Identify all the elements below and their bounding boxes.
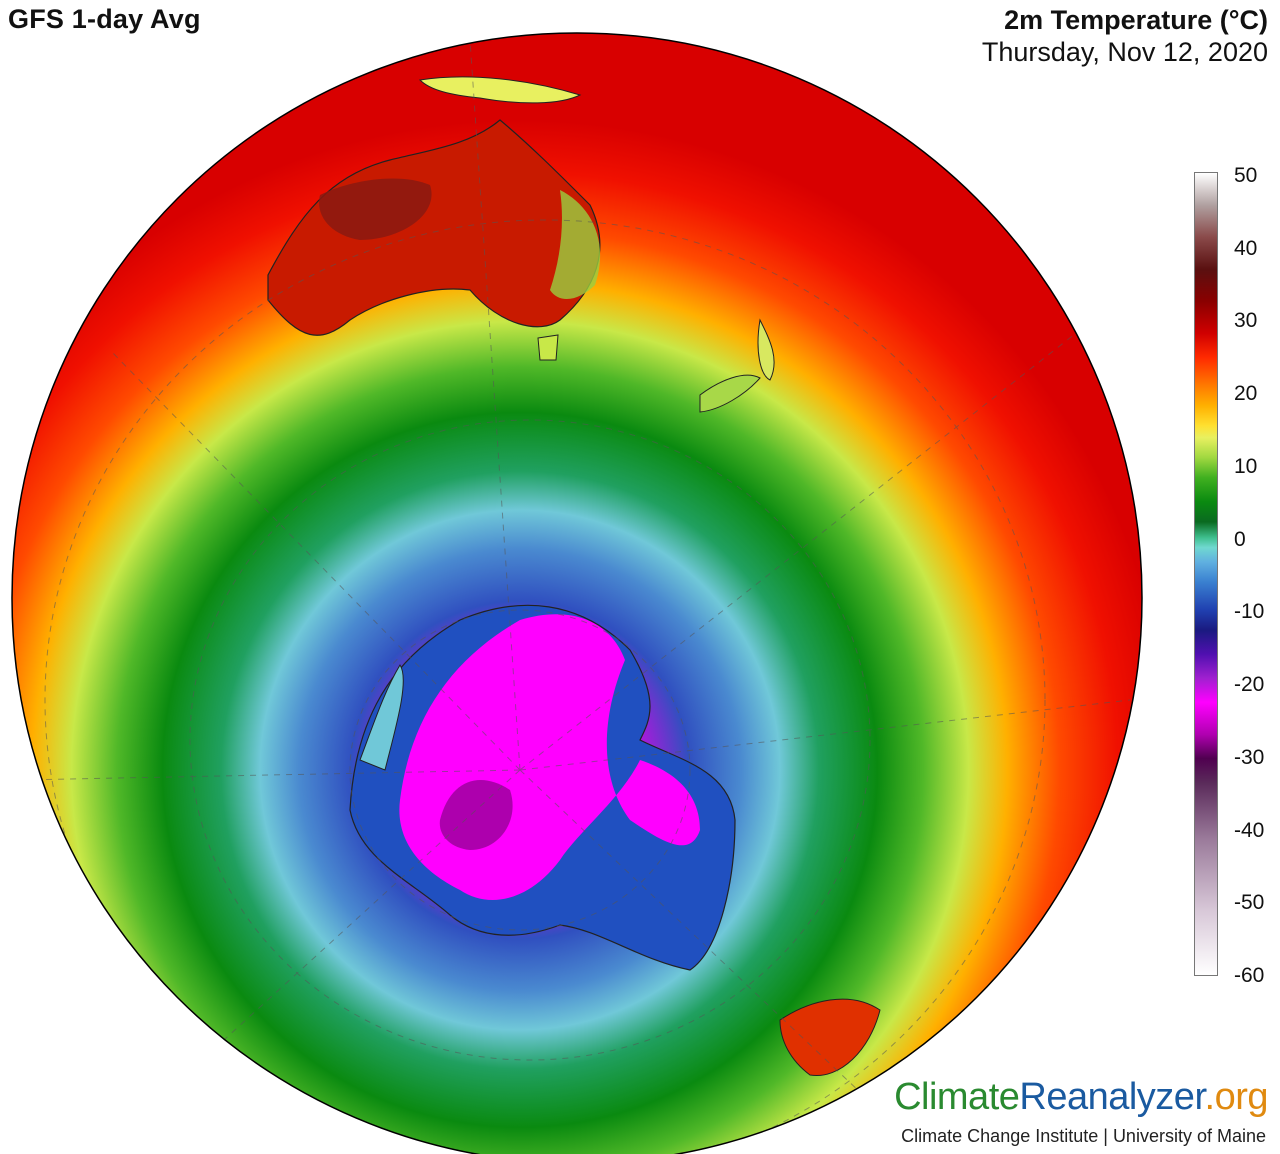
globe-outline xyxy=(11,32,1143,1154)
new-guinea xyxy=(418,76,582,104)
graticule xyxy=(19,39,1131,1154)
antarctic-peninsula xyxy=(359,664,404,771)
date-label: Thursday, Nov 12, 2020 xyxy=(981,37,1268,67)
logo-part-climate: Climate xyxy=(894,1076,1020,1118)
model-title: GFS 1-day Avg xyxy=(8,4,201,34)
colorbar-tick-label: 40 xyxy=(1234,236,1258,260)
colorbar-tick-label: -50 xyxy=(1234,891,1265,915)
colorbar-tick-label: 30 xyxy=(1234,309,1258,333)
new-zealand-north xyxy=(757,318,775,381)
tasmania xyxy=(537,334,559,361)
climate-reanalyzer-logo: ClimateReanalyzer.org xyxy=(894,1076,1268,1119)
colorbar-tick-label: -10 xyxy=(1234,600,1265,624)
institute-credit: Climate Change Institute | University of… xyxy=(901,1126,1266,1146)
colorbar-tick-label: 20 xyxy=(1234,382,1258,406)
australia-hot-interior xyxy=(319,178,432,240)
colorbar-tick-label: -40 xyxy=(1234,818,1265,842)
colorbar-tick-label: -60 xyxy=(1234,964,1265,987)
australia-east-coast xyxy=(550,190,601,300)
antarctica-deep-cold xyxy=(439,780,513,850)
new-zealand-south xyxy=(699,374,761,413)
south-america-tip xyxy=(779,998,881,1077)
logo-part-org: .org xyxy=(1204,1076,1269,1118)
colorbar-tick-label: 50 xyxy=(1234,164,1258,187)
map-features xyxy=(19,39,1131,1154)
colorbar-tick-label: 10 xyxy=(1234,454,1258,478)
map-title-block: 2m Temperature (°C) Thursday, Nov 12, 20… xyxy=(982,4,1268,68)
temperature-colorbar xyxy=(1194,172,1218,976)
colorbar-tick-label: -30 xyxy=(1234,745,1265,769)
colorbar-tick-label: 0 xyxy=(1234,527,1246,551)
variable-title: 2m Temperature (°C) xyxy=(1004,5,1268,35)
colorbar-tick-label: -20 xyxy=(1234,673,1265,697)
logo-part-reanalyzer: Reanalyzer xyxy=(1019,1076,1205,1118)
